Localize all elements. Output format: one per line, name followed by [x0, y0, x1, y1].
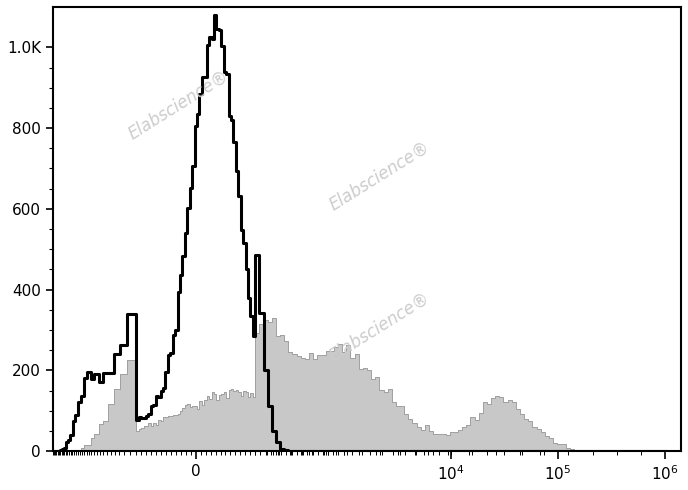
Text: Elabscience®: Elabscience®: [325, 138, 433, 214]
Text: Elabscience®: Elabscience®: [325, 289, 433, 365]
Text: Elabscience®: Elabscience®: [125, 67, 232, 143]
